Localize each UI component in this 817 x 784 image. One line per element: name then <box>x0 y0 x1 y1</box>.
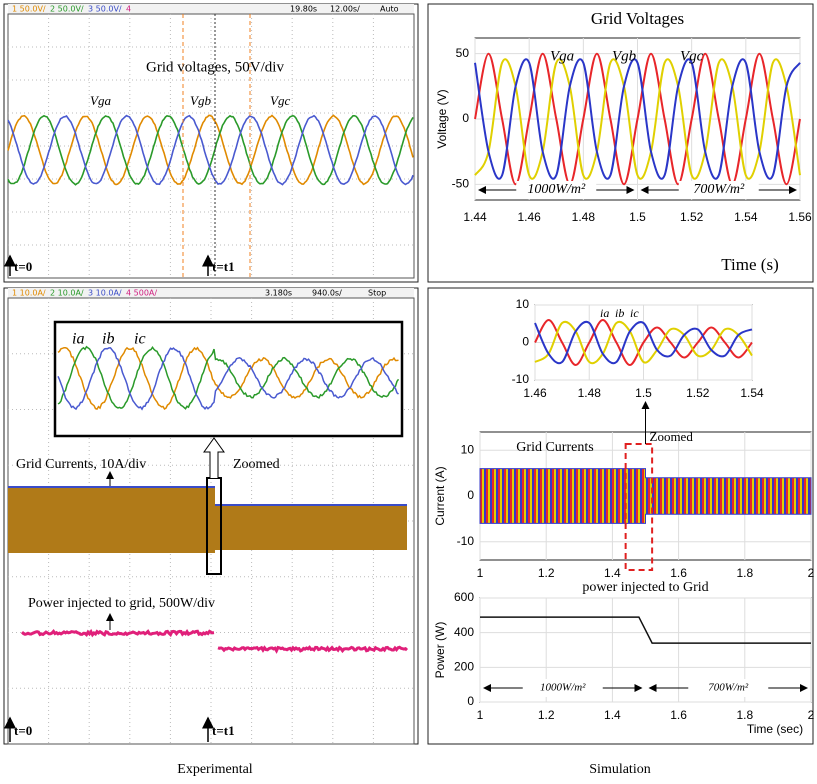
scope-title: Grid voltages, 50V/div <box>146 59 284 75</box>
irradiance-label: 1000W/m² <box>527 182 586 197</box>
y-tick-label: 600 <box>454 590 474 604</box>
y-tick-label: 50 <box>456 46 470 60</box>
x-tick-label: 1.46 <box>517 210 541 224</box>
scope-mode: Auto <box>380 5 399 14</box>
irradiance-label: 700W/m² <box>708 682 749 694</box>
time-marker: t=0 <box>14 259 32 274</box>
y-tick-label: 0 <box>522 335 529 349</box>
scope-channel: 3 50.0V/ <box>88 5 122 14</box>
chart-title: power injected to Grid <box>582 580 708 595</box>
scope-scale: 12.00s/ <box>330 5 360 14</box>
voltage-scope: 1 50.0V/ 2 50.0V/ 3 50.0V/ 4 19.80s 12.0… <box>8 4 414 14</box>
waveform-label: ib <box>102 331 114 348</box>
x-tick-label: 1.54 <box>734 210 758 224</box>
scope-channel: 3 10.0A/ <box>88 289 122 298</box>
y-tick-label: -50 <box>452 176 470 190</box>
x-tick-label: 1 <box>477 566 484 580</box>
zoom-label: Zoomed <box>233 457 280 472</box>
x-tick-label: 1.6 <box>670 708 687 722</box>
x-tick-label: 1 <box>477 708 484 722</box>
y-axis-label: Voltage (V) <box>435 89 449 148</box>
waveform-label: Vgb <box>190 93 211 108</box>
time-marker: t=0 <box>14 723 32 738</box>
x-tick-label: 1.54 <box>740 386 764 400</box>
scope-channel: 2 50.0V/ <box>50 5 84 14</box>
caption: Simulation <box>589 762 650 777</box>
irradiance-label: 1000W/m² <box>540 682 586 694</box>
x-axis-label: Time (sec) <box>747 722 803 736</box>
x-tick-label: 2 <box>808 708 815 722</box>
x-tick-label: 1.4 <box>604 708 621 722</box>
x-tick-label: 1.2 <box>538 566 555 580</box>
caption: Experimental <box>177 762 253 777</box>
x-tick-label: 1.48 <box>578 386 602 400</box>
scope-scale: 940.0s/ <box>312 289 342 298</box>
zoom-label: Zoomed <box>650 429 694 444</box>
x-tick-label: 1.8 <box>736 566 753 580</box>
waveform-label: ic <box>134 331 146 348</box>
x-tick-label: 1.48 <box>572 210 596 224</box>
y-tick-label: -10 <box>512 372 530 386</box>
x-tick-label: 1.6 <box>670 566 687 580</box>
time-marker: t=t1 <box>212 723 235 738</box>
current-band <box>215 505 407 550</box>
series-label: ia <box>600 306 609 320</box>
x-axis-label: Time (s) <box>721 255 778 274</box>
y-tick-label: 400 <box>454 625 474 639</box>
scope-channel: 1 50.0V/ <box>12 5 46 14</box>
y-tick-label: 200 <box>454 660 474 674</box>
x-tick-label: 1.44 <box>463 210 487 224</box>
y-tick-label: 10 <box>516 297 530 311</box>
current-scope: 1 10.0A/ 2 10.0A/ 3 10.0A/ 4 500A/ 3.180… <box>8 288 414 298</box>
x-tick-label: 1.52 <box>680 210 704 224</box>
time-marker: t=t1 <box>212 259 235 274</box>
series-label: ib <box>615 306 624 320</box>
y-axis-label: Power (W) <box>433 622 447 679</box>
waveform-label: Vga <box>90 93 111 108</box>
x-tick-label: 1.52 <box>686 386 710 400</box>
x-tick-label: 1.2 <box>538 708 555 722</box>
waveform-label: Vgc <box>270 93 290 108</box>
series-label: Vgc <box>680 48 704 64</box>
scope-mode: Stop <box>368 289 386 298</box>
scope-title: Power injected to grid, 500W/div <box>28 596 215 611</box>
x-tick-label: 1.8 <box>736 708 753 722</box>
scope-channel: 4 500A/ <box>126 289 157 298</box>
waveform-label: ia <box>72 331 84 348</box>
scope-title: Grid Currents, 10A/div <box>16 457 146 472</box>
series-label: Vgb <box>612 48 637 64</box>
chart-title: Grid Voltages <box>591 9 684 28</box>
x-tick-label: 1.5 <box>629 210 646 224</box>
scope-time: 3.180s <box>265 289 292 298</box>
current-band <box>8 487 215 553</box>
x-tick-label: 1.46 <box>523 386 547 400</box>
x-tick-label: 1.4 <box>604 566 621 580</box>
y-tick-label: 0 <box>467 694 474 708</box>
scope-time: 19.80s <box>290 5 317 14</box>
series-label: Vga <box>550 48 574 64</box>
figure: 1 50.0V/ 2 50.0V/ 3 50.0V/ 4 19.80s 12.0… <box>0 0 817 784</box>
y-tick-label: -10 <box>457 534 475 548</box>
series-label: ic <box>630 306 639 320</box>
y-tick-label: 0 <box>462 111 469 125</box>
x-tick-label: 1.56 <box>788 210 812 224</box>
scope-channel: 4 <box>126 5 131 14</box>
y-tick-label: 10 <box>461 442 475 456</box>
y-tick-label: 0 <box>467 488 474 502</box>
x-tick-label: 1.5 <box>635 386 652 400</box>
scope-channel: 1 10.0A/ <box>12 289 46 298</box>
chart-title: Grid Currents <box>516 440 593 455</box>
scope-channel: 2 10.0A/ <box>50 289 84 298</box>
irradiance-label: 700W/m² <box>693 182 745 197</box>
x-tick-label: 2 <box>808 566 815 580</box>
y-axis-label: Current (A) <box>433 466 447 525</box>
